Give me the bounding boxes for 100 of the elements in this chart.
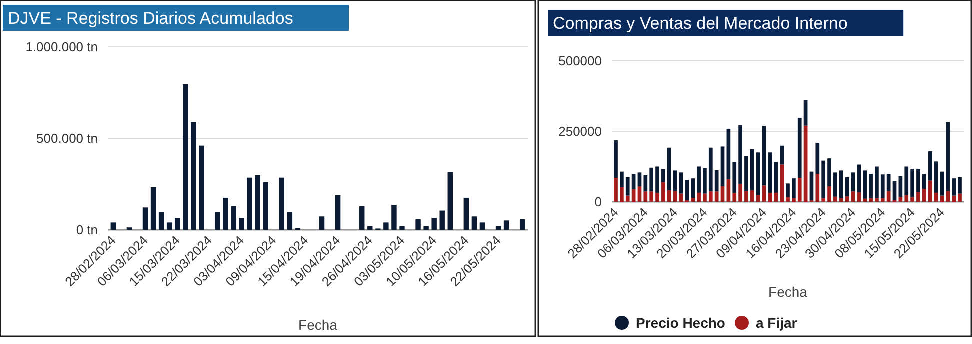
bar <box>792 198 796 202</box>
bar <box>714 192 719 202</box>
bar <box>845 177 850 196</box>
bar <box>448 172 453 230</box>
bar <box>714 170 719 192</box>
bar <box>916 169 920 192</box>
bar <box>810 172 814 200</box>
bar <box>239 218 244 230</box>
bar <box>708 192 713 202</box>
bar <box>679 172 684 194</box>
bar <box>703 194 707 202</box>
bar <box>247 178 252 230</box>
bar <box>384 222 389 230</box>
bar <box>886 191 891 202</box>
bar <box>319 216 325 230</box>
y-tick-label: 0 tn <box>76 222 98 238</box>
bar <box>910 197 914 202</box>
chart-title: Compras y Ventas del Mercado Interno <box>553 14 848 33</box>
bar <box>626 177 630 196</box>
y-tick-label: 250000 <box>558 124 602 140</box>
bar <box>952 196 956 202</box>
bar <box>732 162 737 193</box>
bar <box>792 178 796 198</box>
bar <box>863 198 868 202</box>
bar <box>804 126 808 202</box>
bar <box>804 100 808 126</box>
bar <box>774 162 778 193</box>
bar <box>886 174 891 192</box>
bar <box>504 220 510 230</box>
bar <box>720 146 725 186</box>
bar <box>780 164 784 202</box>
bar <box>786 184 790 198</box>
bar <box>768 152 772 193</box>
bar <box>952 178 956 196</box>
bar <box>620 172 624 188</box>
bar <box>738 125 742 184</box>
bar <box>928 180 932 202</box>
bar <box>656 166 660 193</box>
legend-label: Precio Hecho <box>636 314 726 331</box>
bar <box>869 198 873 202</box>
bar <box>726 179 731 202</box>
bar <box>738 184 742 202</box>
bar <box>910 169 914 198</box>
bar <box>732 192 737 202</box>
bar <box>638 186 642 202</box>
bar <box>691 198 696 202</box>
bar <box>880 198 885 202</box>
y-tick-label: 0 <box>594 194 602 210</box>
bar <box>768 192 772 202</box>
bar <box>662 169 666 182</box>
bar <box>432 218 437 230</box>
bar <box>632 174 636 190</box>
bar <box>191 122 196 230</box>
bar <box>875 166 879 198</box>
bar <box>614 140 618 178</box>
bar <box>816 174 820 202</box>
bar <box>904 195 909 202</box>
bar <box>922 189 926 202</box>
bar <box>863 170 868 199</box>
bar <box>416 219 421 230</box>
bar <box>958 194 962 202</box>
bar <box>839 170 844 198</box>
y-tick-label: 1.000.000 tn <box>26 40 98 55</box>
bar <box>110 222 116 230</box>
bar <box>828 186 832 202</box>
bar <box>934 162 938 193</box>
bar <box>392 205 397 230</box>
bar <box>691 178 696 198</box>
bar <box>762 186 766 202</box>
bar <box>626 196 630 202</box>
bar <box>834 196 838 202</box>
bar <box>916 192 920 202</box>
bar <box>400 226 405 230</box>
bar <box>697 192 701 202</box>
bar <box>720 186 725 202</box>
bar <box>638 172 642 186</box>
y-tick-label: 500.000 tn <box>36 131 98 146</box>
bar <box>472 216 478 230</box>
bar <box>828 158 832 186</box>
bar <box>851 172 856 192</box>
bar <box>780 146 784 165</box>
bar <box>934 192 938 202</box>
bar <box>656 192 660 202</box>
bar <box>662 182 666 202</box>
bar <box>839 198 844 202</box>
bar <box>851 192 856 202</box>
bar <box>786 197 790 202</box>
bar <box>650 168 654 192</box>
bar <box>166 222 172 230</box>
bar <box>667 190 672 202</box>
bar <box>922 174 926 190</box>
bar <box>898 197 903 202</box>
bar <box>892 181 897 200</box>
bar <box>726 128 731 180</box>
x-axis-title: Fecha <box>298 317 338 333</box>
bar <box>685 180 690 200</box>
bar <box>360 206 365 230</box>
chart-title: DJVE - Registros Diarios Acumulados <box>8 9 294 28</box>
bar <box>708 148 713 192</box>
bar <box>880 174 885 198</box>
